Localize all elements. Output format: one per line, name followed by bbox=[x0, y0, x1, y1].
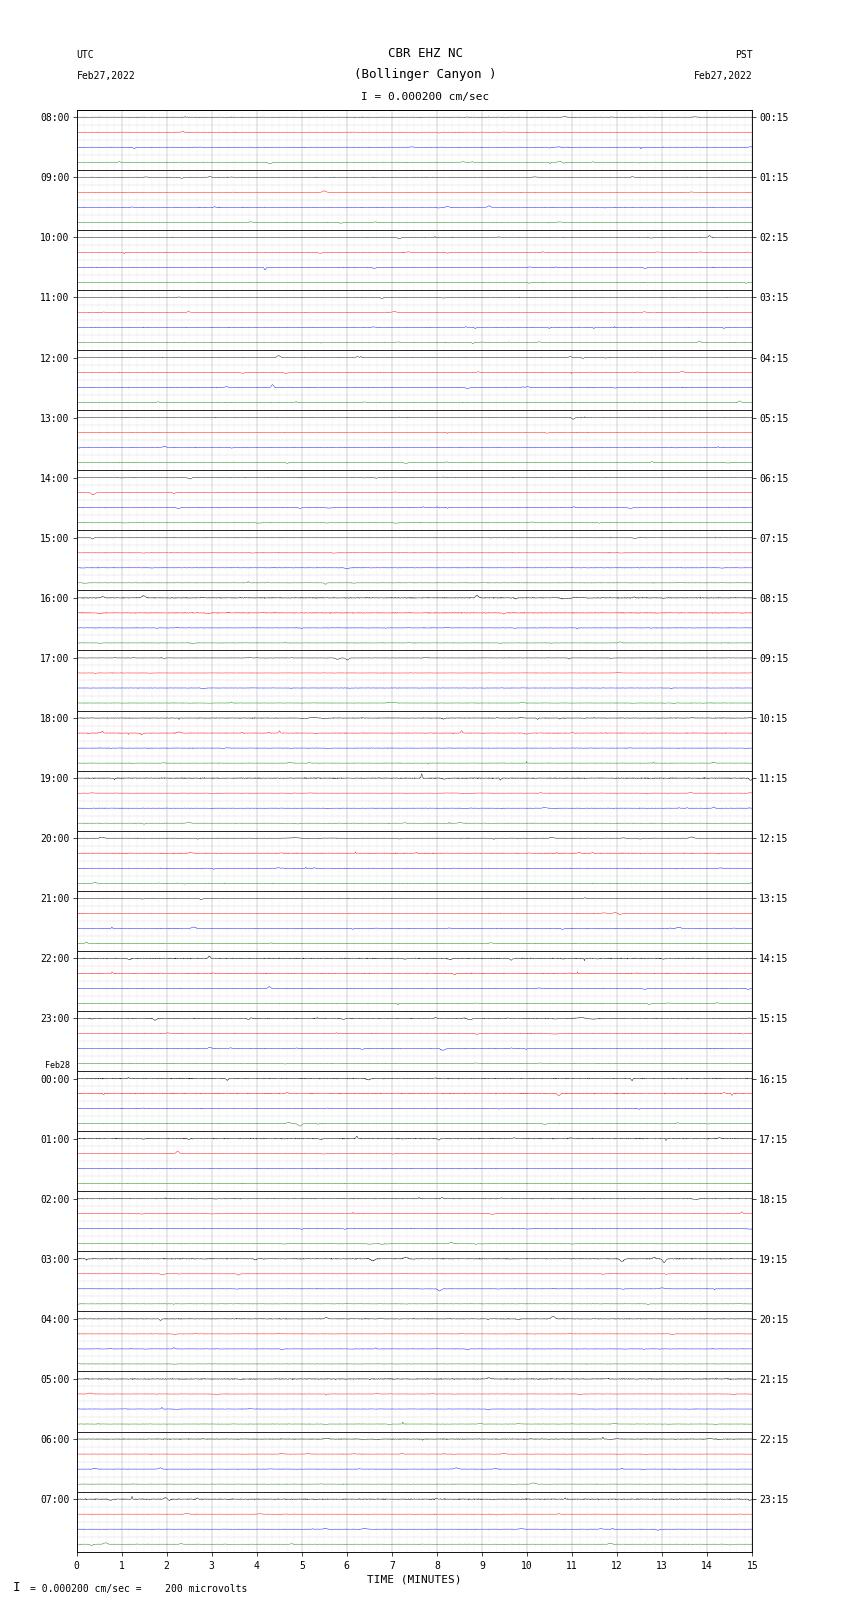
Text: I: I bbox=[13, 1581, 20, 1594]
Text: = 0.000200 cm/sec =    200 microvolts: = 0.000200 cm/sec = 200 microvolts bbox=[30, 1584, 247, 1594]
Text: UTC: UTC bbox=[76, 50, 94, 60]
Text: CBR EHZ NC: CBR EHZ NC bbox=[388, 47, 462, 60]
Text: Feb28: Feb28 bbox=[45, 1061, 70, 1071]
Text: Feb27,2022: Feb27,2022 bbox=[76, 71, 135, 81]
X-axis label: TIME (MINUTES): TIME (MINUTES) bbox=[367, 1574, 462, 1586]
Text: (Bollinger Canyon ): (Bollinger Canyon ) bbox=[354, 68, 496, 81]
Text: PST: PST bbox=[734, 50, 752, 60]
Text: Feb27,2022: Feb27,2022 bbox=[694, 71, 752, 81]
Text: I = 0.000200 cm/sec: I = 0.000200 cm/sec bbox=[361, 92, 489, 102]
